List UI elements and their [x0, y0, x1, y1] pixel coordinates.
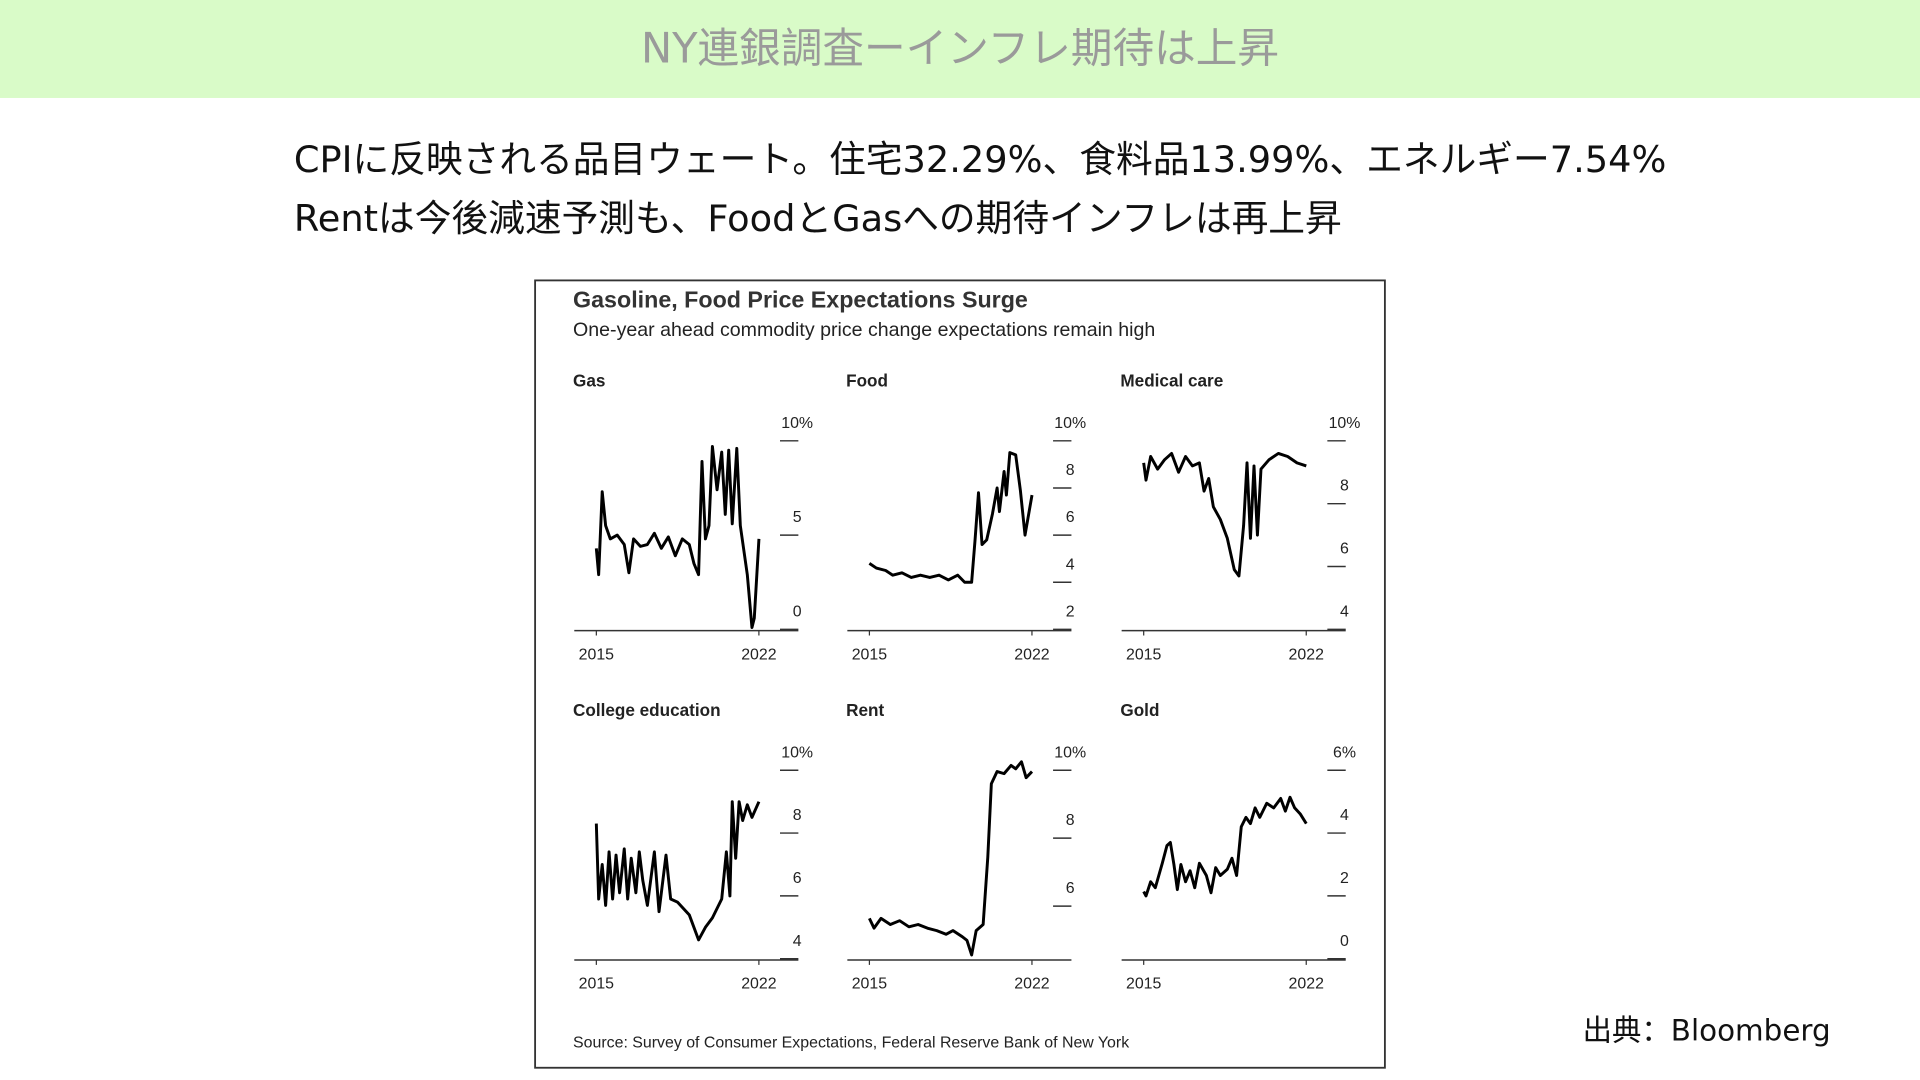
- x-tick-label: 2015: [852, 976, 888, 993]
- y-tick-label: 6%: [1333, 744, 1356, 761]
- data-line: [1142, 451, 1307, 578]
- panel-title: Medical care: [1120, 371, 1223, 391]
- y-tick-label: 0: [1340, 933, 1349, 950]
- y-tick-label: 10%: [1054, 744, 1086, 761]
- x-tick-label: 2022: [741, 646, 777, 663]
- x-tick-label: 2015: [1126, 976, 1162, 993]
- figure-title: Gasoline, Food Price Expectations Surge: [573, 286, 1028, 312]
- y-tick-label: 5: [793, 509, 802, 526]
- figure-source: Source: Survey of Consumer Expectations,…: [573, 1034, 1129, 1051]
- body-line: CPIに反映される品目ウェート。住宅32.29%、食料品13.99%、エネルギー…: [294, 138, 1667, 181]
- x-tick-label: 2015: [852, 646, 888, 663]
- x-tick-label: 2022: [1014, 976, 1050, 993]
- x-tick-label: 2015: [579, 646, 615, 663]
- y-tick-label: 2: [1340, 870, 1349, 887]
- y-tick-label: 4: [793, 933, 802, 950]
- y-tick-label: 4: [1340, 807, 1349, 824]
- y-tick-label: 6: [1340, 541, 1349, 558]
- y-tick-label: 10%: [781, 744, 813, 761]
- y-tick-label: 10%: [1329, 415, 1361, 432]
- figure-subtitle: One-year ahead commodity price change ex…: [573, 319, 1155, 341]
- y-tick-label: 0: [793, 603, 802, 620]
- data-line: [594, 444, 761, 630]
- y-tick-label: 6: [1066, 509, 1075, 526]
- data-line: [868, 451, 1034, 584]
- panel-title: Gold: [1120, 700, 1159, 720]
- data-line: [868, 760, 1034, 957]
- y-tick-label: 2: [1066, 603, 1075, 620]
- credit: 出典：Bloomberg: [1583, 1014, 1831, 1048]
- data-line: [1142, 795, 1308, 898]
- y-tick-label: 4: [1066, 556, 1075, 573]
- header-band: [0, 0, 1920, 98]
- y-tick-label: 4: [1340, 603, 1349, 620]
- x-tick-label: 2022: [741, 976, 777, 993]
- figure-frame: [534, 279, 1386, 1069]
- y-tick-label: 10%: [1054, 415, 1086, 432]
- y-tick-label: 6: [1066, 880, 1075, 897]
- slide-title: NY連銀調査ーインフレ期待は上昇: [641, 23, 1279, 72]
- y-tick-label: 8: [1340, 478, 1349, 495]
- y-tick-label: 10%: [781, 415, 813, 432]
- x-tick-label: 2015: [579, 976, 615, 993]
- x-tick-label: 2022: [1014, 646, 1050, 663]
- y-tick-label: 8: [1066, 812, 1075, 829]
- panel-title: Gas: [573, 371, 605, 391]
- body-line: Rentは今後減速予測も、FoodとGasへの期待インフレは再上昇: [294, 197, 1342, 240]
- panel-title: Food: [846, 371, 888, 391]
- panel-title: Rent: [846, 700, 884, 720]
- x-tick-label: 2022: [1289, 646, 1325, 663]
- y-tick-label: 8: [1066, 462, 1075, 479]
- x-tick-label: 2022: [1289, 976, 1325, 993]
- x-tick-label: 2015: [1126, 646, 1162, 663]
- data-line: [594, 800, 761, 942]
- panel-title: College education: [573, 700, 721, 720]
- y-tick-label: 6: [793, 870, 802, 887]
- y-tick-label: 8: [793, 807, 802, 824]
